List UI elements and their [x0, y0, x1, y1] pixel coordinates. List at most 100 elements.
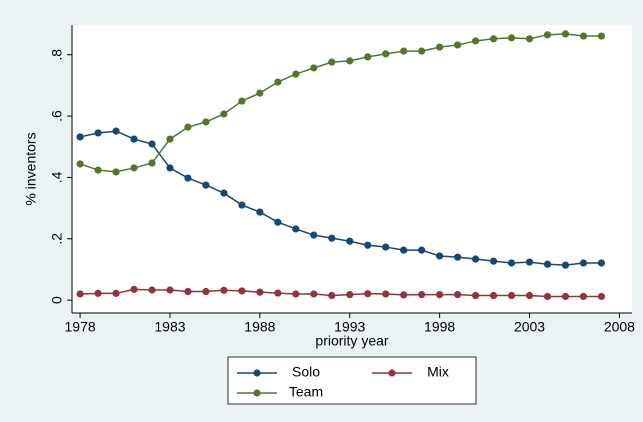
data-point — [202, 287, 210, 296]
data-point — [471, 37, 480, 45]
x-tick-label: 2008 — [604, 319, 635, 335]
data-point — [364, 290, 372, 298]
data-point — [471, 291, 480, 300]
data-point — [310, 231, 318, 239]
data-point — [130, 285, 138, 293]
data-point — [436, 290, 444, 299]
data-point — [274, 218, 282, 226]
data-point — [436, 252, 444, 260]
data-point — [346, 290, 354, 299]
data-point — [543, 292, 552, 301]
data-point — [238, 97, 246, 105]
data-point — [76, 290, 84, 298]
data-point — [525, 258, 534, 266]
legend-label: Solo — [292, 364, 320, 380]
data-point — [489, 257, 498, 265]
data-point — [561, 292, 570, 301]
data-point — [436, 43, 444, 51]
data-point — [561, 30, 570, 38]
data-point — [579, 292, 588, 301]
data-point — [346, 237, 354, 245]
data-point — [220, 110, 228, 118]
data-point — [418, 47, 426, 55]
data-point — [148, 286, 156, 294]
data-point — [292, 290, 300, 298]
data-point — [454, 41, 462, 49]
data-point — [346, 57, 354, 65]
data-point — [94, 129, 102, 137]
data-point — [184, 174, 192, 182]
data-point — [507, 291, 516, 300]
data-point — [130, 164, 138, 172]
data-point — [292, 225, 300, 233]
data-point — [166, 135, 174, 143]
data-point — [471, 255, 480, 263]
data-point — [579, 32, 588, 40]
legend-marker — [253, 369, 261, 377]
x-tick-label: 1988 — [244, 319, 275, 335]
plot-area — [72, 25, 632, 313]
data-point — [328, 58, 336, 66]
legend-label: Mix — [427, 364, 449, 380]
data-point — [364, 53, 372, 61]
y-tick-label: .8 — [49, 49, 65, 61]
x-tick-label: 1978 — [65, 319, 96, 335]
data-point — [256, 208, 264, 216]
data-point — [310, 290, 318, 298]
data-point — [400, 246, 408, 254]
data-point — [76, 160, 84, 168]
data-point — [112, 168, 120, 176]
data-point — [256, 89, 264, 97]
data-point — [597, 32, 606, 40]
x-tick-label: 1998 — [424, 319, 455, 335]
y-tick-label: .6 — [49, 110, 65, 122]
data-point — [454, 290, 462, 299]
data-point — [382, 50, 390, 58]
data-point — [454, 253, 462, 261]
data-point — [220, 189, 228, 197]
y-tick-label: .2 — [49, 233, 65, 245]
data-point — [166, 164, 174, 172]
data-point — [400, 291, 408, 299]
data-point — [328, 234, 336, 242]
x-axis-title: priority year — [315, 333, 388, 349]
legend — [227, 356, 477, 405]
data-point — [274, 78, 282, 86]
legend-marker — [388, 369, 396, 377]
y-tick-label: 0 — [49, 296, 65, 304]
legend-marker — [253, 389, 261, 397]
data-point — [130, 135, 138, 143]
data-point — [148, 159, 156, 167]
data-point — [256, 288, 264, 296]
data-point — [525, 291, 534, 300]
data-point — [238, 287, 246, 295]
data-point — [310, 64, 318, 72]
data-point — [202, 181, 210, 189]
data-point — [184, 123, 192, 131]
data-point — [561, 261, 570, 269]
data-point — [94, 289, 102, 297]
data-point — [597, 259, 606, 267]
data-point — [489, 291, 498, 300]
data-point — [364, 241, 372, 249]
data-point — [382, 290, 390, 298]
data-point — [202, 118, 210, 126]
data-point — [489, 35, 498, 43]
legend-label: Team — [289, 384, 323, 400]
data-point — [166, 286, 174, 294]
data-point — [525, 35, 534, 43]
data-point — [112, 127, 120, 135]
data-point — [382, 243, 390, 251]
data-point — [418, 290, 426, 299]
data-point — [507, 259, 516, 267]
data-point — [292, 70, 300, 78]
data-point — [400, 47, 408, 55]
data-point — [112, 289, 120, 297]
data-point — [238, 201, 246, 209]
data-point — [543, 31, 552, 39]
data-point — [579, 259, 588, 267]
y-tick-label: .4 — [49, 171, 65, 183]
data-point — [148, 140, 156, 148]
y-axis-title: % inventors — [23, 132, 39, 205]
